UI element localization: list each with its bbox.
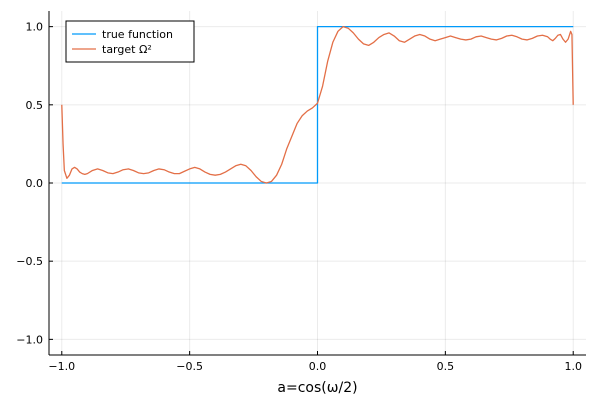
series-line-true-function xyxy=(61,25,574,184)
x-tick-label: 1.0 xyxy=(564,360,582,373)
x-tick-label: 0.0 xyxy=(309,360,327,373)
series-lines xyxy=(61,25,574,184)
y-tick-label: 0.5 xyxy=(26,99,44,112)
legend-label: target Ω² xyxy=(102,43,152,56)
series-line-target xyxy=(61,25,574,184)
tick-labels: −1.0 −0.5 0.0 0.5 1.0 −1.0 −0.5 0.0 0.5 1.0 xyxy=(16,21,582,373)
legend-box xyxy=(65,20,195,63)
legend-label: true function xyxy=(102,28,173,41)
x-tick-label: −1.0 xyxy=(48,360,75,373)
x-axis-title: a=cos(ω/2) xyxy=(277,380,357,396)
y-tick-label: −1.0 xyxy=(16,333,43,346)
y-tick-label: 1.0 xyxy=(26,21,44,34)
legend: true function target Ω² xyxy=(65,20,195,63)
x-tick-label: 0.5 xyxy=(437,360,455,373)
y-tick-label: −0.5 xyxy=(16,255,43,268)
y-tick-label: 0.0 xyxy=(26,177,44,190)
legend-items: true function target Ω² xyxy=(72,28,173,56)
x-tick-label: −0.5 xyxy=(176,360,203,373)
